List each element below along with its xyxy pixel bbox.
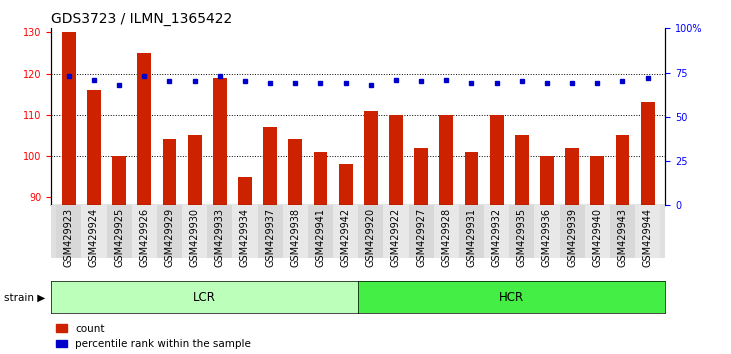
Bar — [137, 53, 151, 205]
Text: GSM429920: GSM429920 — [366, 208, 376, 267]
Bar — [635, 205, 660, 258]
Text: GSM429931: GSM429931 — [466, 208, 477, 267]
Bar — [56, 205, 81, 258]
Text: GSM429924: GSM429924 — [89, 208, 99, 267]
Bar — [389, 115, 403, 205]
Legend: count, percentile rank within the sample: count, percentile rank within the sample — [56, 324, 251, 349]
Text: GDS3723 / ILMN_1365422: GDS3723 / ILMN_1365422 — [51, 12, 232, 26]
Bar — [162, 139, 176, 205]
Bar — [283, 205, 308, 258]
Text: GSM429930: GSM429930 — [189, 208, 200, 267]
Text: GSM429933: GSM429933 — [215, 208, 224, 267]
Bar — [565, 148, 579, 205]
Bar — [414, 148, 428, 205]
Text: HCR: HCR — [499, 291, 524, 304]
Bar — [616, 135, 629, 205]
Text: GSM429941: GSM429941 — [316, 208, 325, 267]
Bar — [464, 152, 478, 205]
Text: GSM429932: GSM429932 — [492, 208, 501, 267]
Bar — [540, 156, 554, 205]
Text: GSM429942: GSM429942 — [341, 208, 351, 267]
Bar — [62, 33, 76, 205]
Text: GSM429928: GSM429928 — [442, 208, 451, 267]
Bar — [610, 205, 635, 258]
Bar — [87, 90, 101, 205]
Bar — [459, 205, 484, 258]
Text: GSM429934: GSM429934 — [240, 208, 250, 267]
Text: GSM429943: GSM429943 — [618, 208, 627, 267]
Bar — [383, 205, 409, 258]
Bar — [510, 205, 534, 258]
Bar — [484, 205, 510, 258]
Bar — [232, 205, 257, 258]
Bar — [585, 205, 610, 258]
Bar — [257, 205, 283, 258]
Bar — [107, 205, 132, 258]
Bar — [314, 152, 327, 205]
Bar — [182, 205, 207, 258]
Text: GSM429937: GSM429937 — [265, 208, 275, 267]
Bar — [490, 115, 504, 205]
Bar — [188, 135, 202, 205]
Text: GSM429939: GSM429939 — [567, 208, 577, 267]
Text: GSM429940: GSM429940 — [592, 208, 602, 267]
Text: GSM429923: GSM429923 — [64, 208, 74, 267]
Bar — [559, 205, 585, 258]
Bar — [263, 127, 277, 205]
Text: GSM429944: GSM429944 — [643, 208, 653, 267]
Text: LCR: LCR — [193, 291, 216, 304]
Text: GSM429935: GSM429935 — [517, 208, 527, 267]
Bar — [288, 139, 302, 205]
Bar — [157, 205, 182, 258]
Bar — [534, 205, 559, 258]
Bar — [358, 205, 383, 258]
Bar — [439, 115, 453, 205]
Bar — [132, 205, 157, 258]
Bar — [238, 177, 252, 205]
Bar — [112, 156, 126, 205]
Text: GSM429922: GSM429922 — [391, 208, 401, 267]
Bar — [433, 205, 459, 258]
Text: strain ▶: strain ▶ — [4, 292, 45, 302]
Bar — [409, 205, 433, 258]
Bar — [207, 205, 232, 258]
Bar — [515, 135, 529, 205]
Text: GSM429927: GSM429927 — [416, 208, 426, 267]
Text: GSM429936: GSM429936 — [542, 208, 552, 267]
Text: GSM429926: GSM429926 — [140, 208, 149, 267]
Bar — [640, 102, 654, 205]
Bar — [591, 156, 605, 205]
Bar — [308, 205, 333, 258]
Bar — [338, 164, 352, 205]
Text: GSM429929: GSM429929 — [164, 208, 175, 267]
Bar — [364, 111, 378, 205]
Bar — [213, 78, 227, 205]
Bar — [81, 205, 107, 258]
Text: GSM429925: GSM429925 — [114, 208, 124, 267]
Bar — [333, 205, 358, 258]
Text: GSM429938: GSM429938 — [290, 208, 300, 267]
